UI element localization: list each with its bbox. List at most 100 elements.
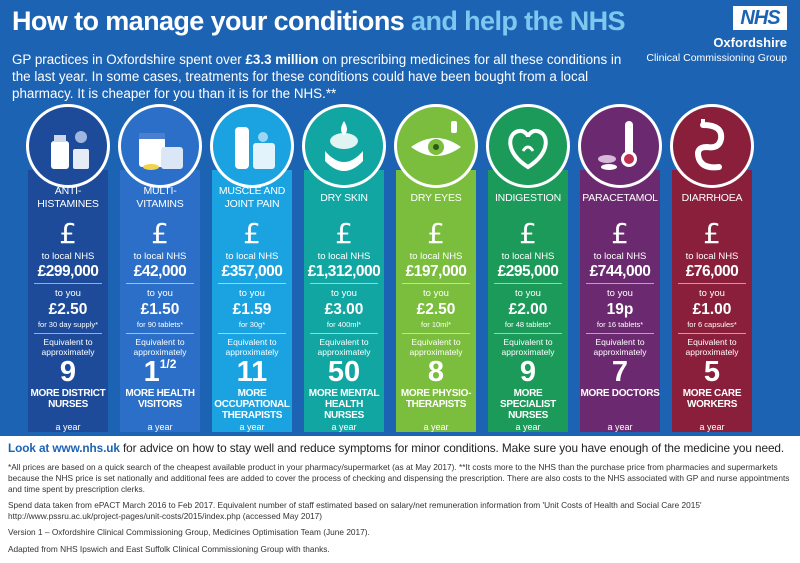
condition-column: INDIGESTION £ to local NHS £295,000 to you £2… <box>486 104 570 432</box>
equivalent-label: Equivalent to approximately <box>685 337 739 357</box>
divider <box>126 333 194 334</box>
to-you-label: to you <box>699 288 725 299</box>
per-year-label: a year <box>55 422 81 432</box>
footnote-adapted: Adapted from NHS Ipswich and East Suffol… <box>8 544 330 554</box>
nhs-cost: £744,000 <box>589 263 651 280</box>
equivalent-label: Equivalent to approximately <box>133 337 187 357</box>
staff-number: 8 <box>427 356 445 388</box>
condition-name: MULTI-VITAMINS <box>136 185 184 210</box>
your-cost: £1.59 <box>232 301 272 318</box>
intro-text: GP practices in Oxfordshire spent over £… <box>12 51 632 102</box>
pack-size: for 30g* <box>238 320 266 329</box>
your-cost: £1.50 <box>140 301 180 318</box>
staff-type: MORE DOCTORS <box>580 388 660 399</box>
condition-band: INDIGESTION £ to local NHS £295,000 to you £2… <box>488 170 568 432</box>
condition-band: MULTI-VITAMINS £ to local NHS £42,000 to you… <box>120 170 200 432</box>
your-cost: £1.00 <box>692 301 732 318</box>
staff-count: 5 <box>672 357 752 387</box>
staff-type: MORE SPECIALIST NURSES <box>500 388 556 421</box>
staff-type: MORE DISTRICT NURSES <box>30 388 106 410</box>
antihistamine-icon <box>26 104 110 188</box>
pack-size: for 400ml* <box>326 320 362 329</box>
to-you-label: to you <box>607 288 633 299</box>
divider <box>218 333 286 334</box>
pound-sign: £ <box>243 217 261 250</box>
your-cost: £2.50 <box>416 301 456 318</box>
pound-sign: £ <box>519 217 537 250</box>
condition-band: DRY EYES £ to local NHS £197,000 to you £2.50… <box>396 170 476 432</box>
pack-size: for 48 tablets* <box>504 320 552 329</box>
pack-size: for 16 tablets* <box>596 320 644 329</box>
condition-name: MUSCLE AND JOINT PAIN <box>218 185 286 210</box>
staff-type: MORE MENTAL HEALTH NURSES <box>308 388 380 421</box>
nhs-cost: £357,000 <box>221 263 283 280</box>
staff-count: 7 <box>580 357 660 387</box>
pound-sign: £ <box>59 217 77 250</box>
to-nhs-label: to local NHS <box>685 251 739 262</box>
eye-drops-icon <box>394 104 478 188</box>
org-name: Oxfordshire <box>713 35 787 50</box>
pound-sign: £ <box>151 217 169 250</box>
nhs-logo: NHS <box>733 6 787 30</box>
condition-name: INDIGESTION <box>494 191 562 204</box>
condition-name: DRY EYES <box>410 191 462 204</box>
condition-column: DIARRHOEA £ to local NHS £76,000 to you £1.00… <box>670 104 754 432</box>
intro-after: on prescribing medicines for all these c… <box>12 52 622 101</box>
page-title: How to manage your conditions and help t… <box>12 6 626 37</box>
nhs-cost: £299,000 <box>37 263 99 280</box>
thermometer-icon <box>578 104 662 188</box>
to-nhs-label: to local NHS <box>409 251 463 262</box>
staff-type: MORE CARE WORKERS <box>682 388 742 410</box>
divider <box>494 333 562 334</box>
per-year-label: a year <box>239 422 265 432</box>
nhs-link[interactable]: Look at www.nhs.uk <box>8 441 120 455</box>
equivalent-label: Equivalent to approximately <box>41 337 95 357</box>
condition-band: PARACETAMOL £ to local NHS £744,000 to you 19… <box>580 170 660 432</box>
condition-band: DIARRHOEA £ to local NHS £76,000 to you £1.00… <box>672 170 752 432</box>
to-nhs-label: to local NHS <box>317 251 371 262</box>
nhs-cost: £42,000 <box>133 263 187 280</box>
equivalent-label: Equivalent to approximately <box>593 337 647 357</box>
divider <box>678 283 746 284</box>
per-year-label: a year <box>607 422 633 432</box>
staff-count: 8 <box>396 357 476 387</box>
staff-type: MORE PHYSIO-THERAPISTS <box>400 388 472 410</box>
condition-column: ANTI-HISTAMINES £ to local NHS £299,000 to y… <box>26 104 110 432</box>
condition-name: PARACETAMOL <box>582 191 658 204</box>
to-you-label: to you <box>331 288 357 299</box>
to-you-label: to you <box>147 288 173 299</box>
staff-type: MORE OCCUPATIONAL THERAPISTS <box>214 388 290 421</box>
your-cost: £2.50 <box>48 301 88 318</box>
to-you-label: to you <box>55 288 81 299</box>
dry-skin-icon <box>302 104 386 188</box>
your-cost: £3.00 <box>324 301 364 318</box>
title-highlight: and help the NHS <box>411 6 626 36</box>
equivalent-label: Equivalent to approximately <box>501 337 555 357</box>
to-nhs-label: to local NHS <box>593 251 647 262</box>
condition-band: MUSCLE AND JOINT PAIN £ to local NHS £357,0… <box>212 170 292 432</box>
condition-column: MUSCLE AND JOINT PAIN £ to local NHS £357,0… <box>210 104 294 432</box>
to-nhs-label: to local NHS <box>133 251 187 262</box>
staff-count: 9 <box>488 357 568 387</box>
divider <box>34 333 102 334</box>
nhs-cost: £197,000 <box>405 263 467 280</box>
pound-sign: £ <box>335 217 353 250</box>
pound-sign: £ <box>611 217 629 250</box>
condition-column: PARACETAMOL £ to local NHS £744,000 to you 19… <box>578 104 662 432</box>
your-cost: 19p <box>606 301 634 318</box>
nhs-cost: £295,000 <box>497 263 559 280</box>
divider <box>402 333 470 334</box>
pack-size: for 90 tablets* <box>136 320 184 329</box>
footnote-spend: Spend data taken from ePACT March 2016 t… <box>8 500 702 521</box>
pack-size: for 10ml* <box>420 320 451 329</box>
pack-size: for 6 capsules* <box>687 320 737 329</box>
nhs-cost: £76,000 <box>685 263 739 280</box>
advice-text: for advice on how to stay well and reduc… <box>119 441 785 455</box>
your-cost: £2.00 <box>508 301 548 318</box>
staff-number: 7 <box>611 356 629 388</box>
divider <box>586 283 654 284</box>
divider <box>310 333 378 334</box>
pack-size: for 30 day supply* <box>37 320 99 329</box>
staff-number: 9 <box>519 356 537 388</box>
condition-name: DIARRHOEA <box>681 191 743 204</box>
